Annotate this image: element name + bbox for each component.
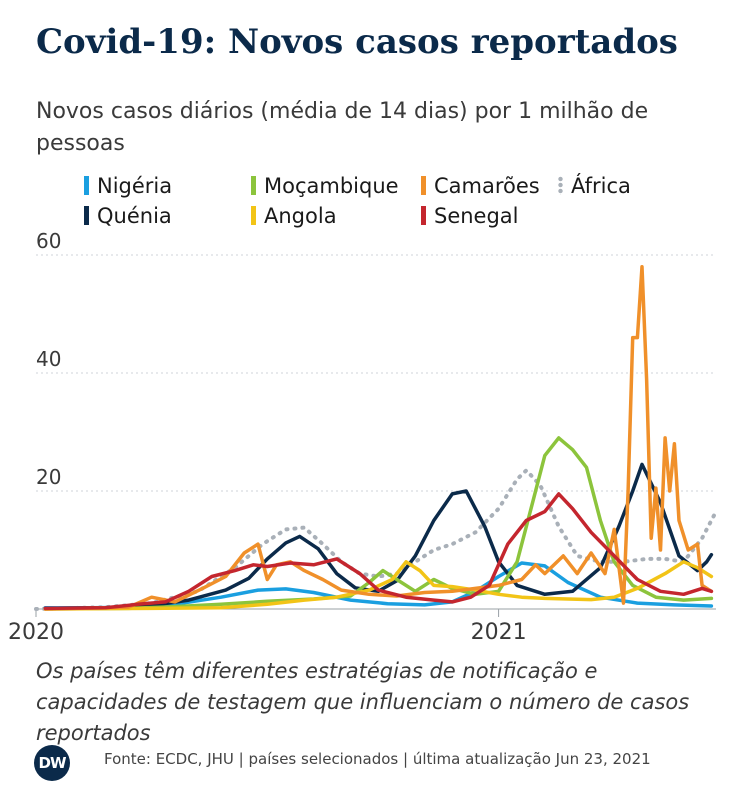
dw-logo: DW [34, 745, 70, 781]
series-lines [34, 265, 718, 611]
chart-subtitle: Novos casos diários (média de 14 dias) p… [36, 99, 649, 156]
series-line-quenia [43, 462, 714, 611]
y-tick-label: 40 [36, 347, 61, 371]
x-tick-label: 2021 [471, 620, 527, 645]
legend-item-mocambique: Moçambique [251, 174, 399, 202]
legend-item-camaroes: Camarões [421, 174, 540, 202]
page-title: Covid-19: Novos casos reportados [36, 22, 678, 62]
legend-swatch [421, 176, 426, 195]
line-chart: 20 40 60 2020 2021 [8, 229, 718, 645]
legend-swatch [84, 176, 89, 195]
legend-item-nigeria: Nigéria [84, 174, 172, 202]
series-line-africa [34, 468, 718, 611]
series-line-camaroes [43, 265, 714, 611]
legend-item-angola: Angola [251, 204, 337, 232]
series-line-senegal [43, 492, 714, 611]
source-line: Fonte: ECDC, JHU | países selecionados |… [104, 750, 651, 768]
x-tick-label: 2020 [8, 620, 64, 645]
chart-note: Os países têm diferentes estratégias de … [36, 659, 690, 745]
legend-label: África [571, 174, 631, 198]
series-line-mocambique [43, 436, 714, 611]
series-line-nigeria [43, 561, 714, 610]
legend-item-africa: África [558, 174, 631, 202]
legend-label: Moçambique [264, 174, 399, 198]
y-tick-label: 20 [36, 465, 61, 489]
legend-swatch [84, 206, 89, 225]
legend-item-senegal: Senegal [421, 204, 519, 232]
legend-swatch-dotted [558, 176, 563, 195]
legend-label: Quénia [97, 204, 172, 228]
axis-labels: 20 40 60 2020 2021 [8, 229, 527, 645]
legend-item-quenia: Quénia [84, 204, 172, 232]
legend-label: Angola [264, 204, 337, 228]
y-tick-label: 60 [36, 229, 61, 253]
legend-label: Camarões [434, 174, 540, 198]
legend-label: Senegal [434, 204, 519, 228]
legend-swatch [421, 206, 426, 225]
chart-legend: Nigéria Quénia Moçambique Angola Camarõe… [84, 174, 724, 234]
legend-label: Nigéria [97, 174, 173, 198]
legend-swatch [251, 176, 256, 195]
legend-swatch [251, 206, 256, 225]
